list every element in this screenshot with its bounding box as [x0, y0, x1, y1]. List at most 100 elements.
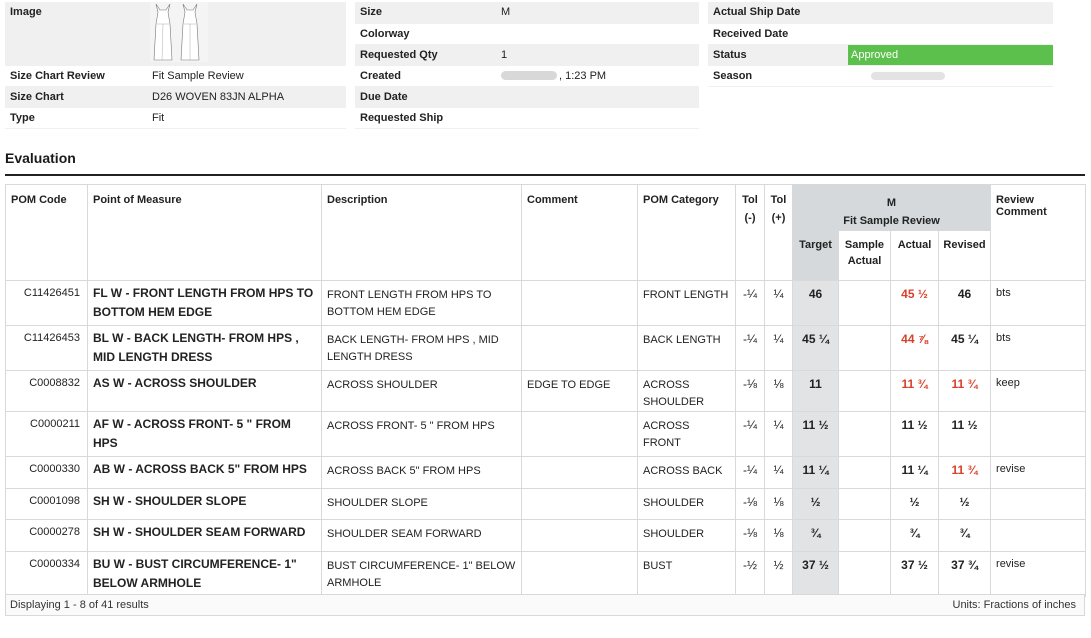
- table-row[interactable]: C0000211 AF W - ACROSS FRONT- 5 " FROM HP…: [5, 411, 1087, 457]
- evaluation-title: Evaluation: [5, 150, 76, 166]
- table-row[interactable]: C0000334 BU W - BUST CIRCUMFERENCE- 1" BE…: [5, 551, 1087, 597]
- pom-code-cell: C0001098: [5, 488, 88, 520]
- size-chart-label: Size Chart: [5, 86, 147, 108]
- actual-cell[interactable]: 45 ½: [890, 280, 939, 326]
- revised-header[interactable]: Revised: [937, 230, 992, 281]
- table-row[interactable]: C11426451 FL W - FRONT LENGTH FROM HPS TO…: [5, 280, 1087, 326]
- size-group-sublabel: Fit Sample Review: [843, 215, 940, 227]
- review-comment-cell[interactable]: revise: [990, 456, 1087, 489]
- sample-actual-cell[interactable]: [838, 370, 891, 412]
- revised-cell[interactable]: ½: [937, 488, 992, 520]
- actual-cell[interactable]: 11 ¼: [890, 456, 939, 489]
- table-row[interactable]: C0001098 SH W - SHOULDER SLOPE SHOULDER SL…: [5, 488, 1087, 520]
- dress-sketch-image[interactable]: [150, 2, 208, 62]
- revised-cell[interactable]: 11 ¾: [937, 456, 992, 489]
- review-comment-cell[interactable]: revise: [990, 551, 1087, 597]
- sample-actual-cell[interactable]: [838, 551, 891, 597]
- actual-cell[interactable]: 11 ¾: [890, 370, 939, 412]
- sample-actual-cell[interactable]: [838, 519, 891, 552]
- revised-cell[interactable]: 45 ¼: [937, 325, 992, 371]
- pom-category-cell: BUST: [637, 551, 736, 597]
- sample-actual-cell[interactable]: [838, 411, 891, 457]
- shipping-status-panel: Actual Ship Date Received Date Status Ap…: [708, 2, 1053, 87]
- revised-cell[interactable]: ¾: [937, 519, 992, 552]
- sample-actual-cell[interactable]: [838, 325, 891, 371]
- point-of-measure-header[interactable]: Point of Measure: [87, 184, 322, 281]
- pom-code-cell: C0008832: [5, 370, 88, 412]
- sample-actual-cell[interactable]: [838, 456, 891, 489]
- point-of-measure-cell: BU W - BUST CIRCUMFERENCE- 1" BELOW ARMH…: [87, 551, 322, 597]
- tol-minus-cell: -⅛: [735, 370, 765, 412]
- received-date-value: [848, 23, 1053, 45]
- due-date-value: [496, 86, 699, 108]
- review-comment-cell[interactable]: [990, 519, 1087, 552]
- table-row[interactable]: C0008832 AS W - ACROSS SHOULDER ACROSS SHO…: [5, 370, 1087, 412]
- section-divider: [5, 174, 1085, 176]
- received-date-label: Received Date: [708, 23, 848, 45]
- actual-header[interactable]: Actual: [890, 230, 939, 281]
- pom-code-cell: C0000278: [5, 519, 88, 552]
- size-value: M: [496, 2, 699, 24]
- created-value: , 1:23 PM: [559, 69, 607, 82]
- review-comment-cell[interactable]: [990, 488, 1087, 520]
- point-of-measure-cell: AF W - ACROSS FRONT- 5 " FROM HPS: [87, 411, 322, 457]
- pom-code-header[interactable]: POM Code: [5, 184, 88, 281]
- review-comment-cell[interactable]: keep: [990, 370, 1087, 412]
- revised-cell[interactable]: 11 ½: [937, 411, 992, 457]
- pom-category-header[interactable]: POM Category: [637, 184, 736, 281]
- created-label: Created: [355, 65, 496, 87]
- evaluation-table: POM Code Point of Measure Description Co…: [5, 184, 1087, 597]
- tol-plus-header[interactable]: Tol (+): [764, 184, 793, 281]
- actual-cell[interactable]: 44 ⅞: [890, 325, 939, 371]
- tol-minus-header-bottom: (-): [744, 212, 756, 224]
- review-comment-cell[interactable]: bts: [990, 280, 1087, 326]
- size-chart-review-label: Size Chart Review: [5, 65, 147, 87]
- actual-cell[interactable]: 11 ½: [890, 411, 939, 457]
- actual-cell[interactable]: ½: [890, 488, 939, 520]
- sample-info-panel: Image Size Chart Review Fit Sample Revi: [5, 2, 346, 129]
- sample-actual-cell[interactable]: [838, 488, 891, 520]
- tol-minus-cell: -¼: [735, 325, 765, 371]
- point-of-measure-cell: SH W - SHOULDER SLOPE: [87, 488, 322, 520]
- review-comment-header[interactable]: Review Comment: [990, 184, 1087, 281]
- review-comment-cell[interactable]: bts: [990, 325, 1087, 371]
- table-row[interactable]: C0000278 SH W - SHOULDER SEAM FORWARD SHOU…: [5, 519, 1087, 552]
- pom-category-cell: SHOULDER: [637, 519, 736, 552]
- table-row[interactable]: C0000330 AB W - ACROSS BACK 5" FROM HPS AC…: [5, 456, 1087, 489]
- evaluation-table-body: C11426451 FL W - FRONT LENGTH FROM HPS TO…: [5, 280, 1087, 597]
- pom-category-cell: SHOULDER: [637, 488, 736, 520]
- tol-minus-cell: -¼: [735, 280, 765, 326]
- request-info-panel: Size M Colorway Requested Qty 1 Created …: [355, 2, 699, 129]
- review-comment-cell[interactable]: [990, 411, 1087, 457]
- pom-category-cell: ACROSS SHOULDER: [637, 370, 736, 412]
- redacted-season: [871, 71, 945, 80]
- description-cell: FRONT LENGTH FROM HPS TO BOTTOM HEM EDGE: [321, 280, 522, 326]
- point-of-measure-cell: AB W - ACROSS BACK 5" FROM HPS: [87, 456, 322, 489]
- sample-actual-header[interactable]: Sample Actual: [838, 230, 891, 281]
- actual-ship-date-value: [848, 2, 1053, 24]
- pom-code-cell: C11426453: [5, 325, 88, 371]
- tol-minus-cell: -½: [735, 551, 765, 597]
- description-cell: ACROSS SHOULDER: [321, 370, 522, 412]
- revised-cell[interactable]: 37 ¾: [937, 551, 992, 597]
- sample-actual-cell[interactable]: [838, 280, 891, 326]
- tol-minus-header-top: Tol: [742, 194, 758, 206]
- revised-cell[interactable]: 46: [937, 280, 992, 326]
- tol-minus-header[interactable]: Tol (-): [735, 184, 765, 281]
- redacted-date: [501, 71, 557, 81]
- actual-cell[interactable]: ¾: [890, 519, 939, 552]
- revised-cell[interactable]: 11 ¾: [937, 370, 992, 412]
- point-of-measure-cell: BL W - BACK LENGTH- FROM HPS , MID LENGT…: [87, 325, 322, 371]
- target-header[interactable]: Target: [792, 230, 839, 281]
- comment-cell: [521, 519, 638, 552]
- comment-cell: [521, 456, 638, 489]
- actual-cell[interactable]: 37 ½: [890, 551, 939, 597]
- description-header[interactable]: Description: [321, 184, 522, 281]
- pom-category-cell: FRONT LENGTH: [637, 280, 736, 326]
- table-row[interactable]: C11426453 BL W - BACK LENGTH- FROM HPS , …: [5, 325, 1087, 371]
- description-cell: ACROSS BACK 5" FROM HPS: [321, 456, 522, 489]
- comment-header[interactable]: Comment: [521, 184, 638, 281]
- table-footer: Displaying 1 - 8 of 41 results Units: Fr…: [5, 594, 1085, 616]
- tol-plus-cell: ¼: [764, 325, 793, 371]
- target-cell: ½: [792, 488, 839, 520]
